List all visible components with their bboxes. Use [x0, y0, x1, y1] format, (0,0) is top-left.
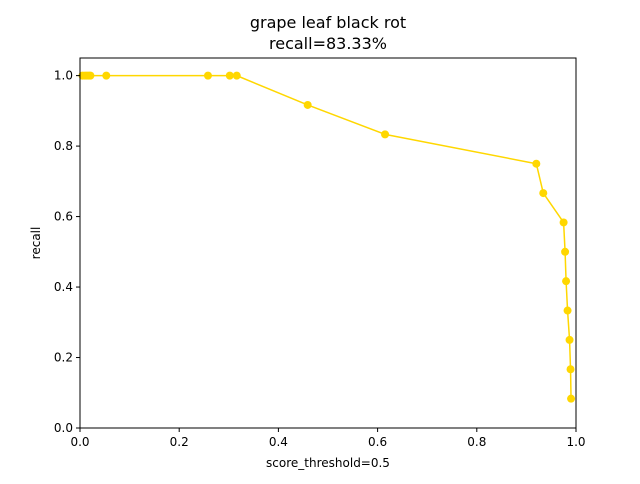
chart-subtitle: recall=83.33%: [269, 34, 387, 53]
x-tick-label: 0.6: [368, 435, 387, 449]
chart-title: grape leaf black rot: [250, 13, 406, 32]
data-point: [567, 394, 576, 403]
y-tick-label: 0.2: [54, 351, 73, 365]
x-tick-label: 0.0: [70, 435, 89, 449]
data-point: [381, 130, 390, 139]
data-point: [561, 247, 570, 256]
data-point: [203, 71, 212, 80]
ticks-layer: 0.0 0.2 0.4 0.6 0.8 1.0 0.0 0.2 0.4 0.6 0.8 1.0: [54, 69, 586, 449]
plot-layer: [78, 71, 576, 403]
y-tick-label: 0.4: [54, 280, 73, 294]
x-tick-label: 0.4: [269, 435, 288, 449]
y-axis-label: recall: [29, 227, 43, 260]
x-tick-label: 0.8: [467, 435, 486, 449]
data-point: [102, 71, 111, 80]
data-point: [232, 71, 241, 80]
data-point: [566, 365, 575, 374]
data-point: [532, 159, 541, 168]
y-tick-label: 1.0: [54, 69, 73, 83]
data-point: [563, 306, 572, 315]
data-point: [562, 277, 571, 286]
data-point: [225, 71, 234, 80]
x-axis-label: score_threshold=0.5: [266, 456, 390, 470]
y-tick-label: 0.8: [54, 139, 73, 153]
data-point: [539, 189, 548, 198]
axes-frame: [79, 57, 577, 429]
y-tick-label: 0.0: [54, 421, 73, 435]
x-tick-label: 1.0: [566, 435, 585, 449]
data-point: [86, 71, 95, 80]
data-point: [565, 335, 574, 344]
x-tick-label: 0.2: [170, 435, 189, 449]
data-point: [303, 100, 312, 109]
data-point: [559, 218, 568, 227]
y-tick-label: 0.6: [54, 210, 73, 224]
